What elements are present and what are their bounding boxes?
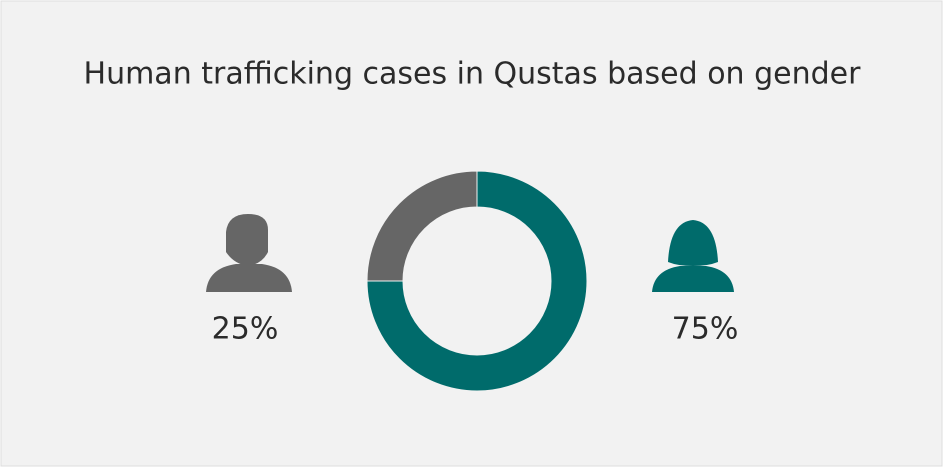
donut-segment [366,170,588,392]
male-icon [206,214,292,292]
value-label: 75% [672,312,739,347]
value-label: 25% [212,312,279,347]
female-icon [652,220,734,292]
chart-title: Human trafficking cases in Qustas based … [84,57,862,92]
